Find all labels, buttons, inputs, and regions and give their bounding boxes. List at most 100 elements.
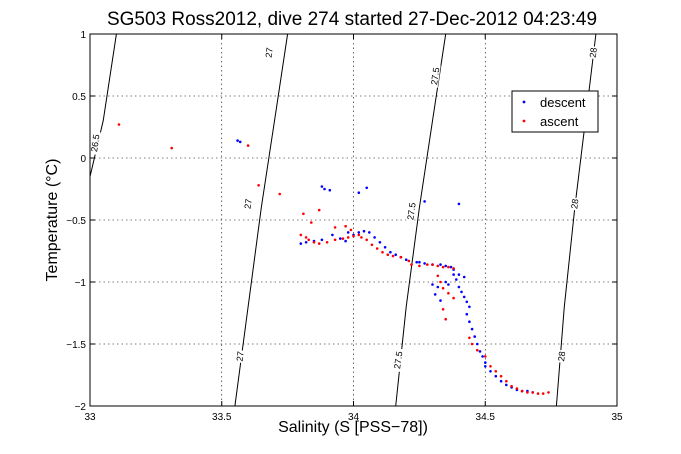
descent-point [478,350,482,353]
isopycnal-label: 27.5 [392,351,404,370]
ascent-point [536,392,540,395]
descent-point [431,283,434,286]
isopycnal-lines: 26.5 27 27 27 27.5 27.5 27.5 28 28 28 [89,33,599,407]
descent-point [433,293,437,296]
descent-point [238,140,242,144]
y-axis-ticks: −2 −1.5 −1 −0.5 0 0.5 1 [66,30,617,413]
descent-point [473,335,477,338]
ascent-point [357,233,361,237]
ascent-point [441,286,445,290]
isopycnal-label-group: 27.5 [405,199,418,224]
isopycnal-label: 27.5 [429,67,441,86]
ascent-point [452,267,455,270]
descent-point [365,186,369,190]
ascent-point [510,384,513,388]
isopycnal-label-group: 28 [556,349,567,364]
y-tick-label: 1 [80,30,86,41]
descent-point [236,139,239,142]
ascent-point [341,237,345,240]
x-tick-label: 33 [84,412,96,423]
ascent-point [499,374,503,378]
descent-point [331,233,334,237]
descent-point [418,260,421,264]
descent-point [460,290,463,294]
descent-point [423,262,426,265]
y-tick-label: 0.5 [72,92,86,103]
ascent-point [441,265,445,269]
descent-point [299,242,303,245]
isopycnal-label: 27.5 [405,202,417,221]
descent-point [320,238,324,242]
descent-point [470,327,474,331]
ascent-point [349,228,353,232]
data-points [117,123,550,395]
ascent-point [489,365,492,368]
ascent-point [452,296,455,300]
ascent-point [447,291,450,295]
descent-point [320,185,324,188]
isopycnal-label-group: 28 [588,45,599,60]
ascent-point [352,234,355,238]
descent-point [444,264,448,268]
isopycnal-label-group: 27.5 [392,348,404,372]
ascent-point [346,236,350,239]
descent-point [468,305,471,309]
descent-point [357,231,361,234]
isopycnal-label: 28 [569,198,580,209]
ascent-point [439,280,442,284]
descent-point [368,231,371,234]
ascent-point [391,254,395,258]
ascent-point [381,250,384,254]
ascent-point [310,221,313,224]
ascent-point [436,274,440,278]
ascent-point [441,308,445,311]
isopycnal-label-bg [588,45,599,60]
ascent-point [312,241,316,244]
descent-point [439,263,442,266]
descent-point [505,383,508,387]
ascent-point [307,238,311,242]
ascent-point [520,389,524,393]
descent-point [373,236,376,239]
descent-point [394,253,398,256]
descent-point [357,191,361,194]
descent-point [339,237,342,240]
descent-point [346,231,350,234]
x-tick-label: 33.5 [212,412,232,423]
descent-point [362,229,366,233]
ascent-point [325,241,329,244]
y-axis-label: Temperature (°C) [44,159,61,282]
isopycnal-line [395,33,447,407]
isopycnal-label: 28 [556,351,567,362]
ascent-point [526,391,529,394]
isopycnal-label-group: 27 [235,349,246,364]
isopycnal-label-bg [569,197,580,211]
descent-point [444,280,448,284]
descent-point [484,361,487,364]
descent-point [499,379,503,383]
descent-point [423,200,426,203]
legend-box [511,90,599,133]
grid [90,34,617,406]
isopycnal-label-bg [243,197,253,211]
legend-marker-descent [522,100,526,104]
descent-point [328,188,332,192]
isopycnal-line [234,33,289,407]
ascent-point [444,317,448,321]
isopycnal-label-group: 28 [569,197,580,211]
isopycnal-label: 26.5 [89,134,101,153]
descent-point [465,300,469,304]
descent-point [457,202,461,206]
descent-point [304,241,308,244]
descent-point [462,295,466,299]
isopycnal-label-group: 27.5 [429,64,441,89]
descent-point [452,273,455,276]
isopycnal-line [89,33,117,177]
isopycnal-label-bg [392,348,404,372]
y-tick-label: −1 [75,278,87,289]
ascent-point [484,355,487,358]
descent-point [436,285,440,289]
descent-point [447,283,450,286]
isopycnal-label-bg [264,45,275,60]
